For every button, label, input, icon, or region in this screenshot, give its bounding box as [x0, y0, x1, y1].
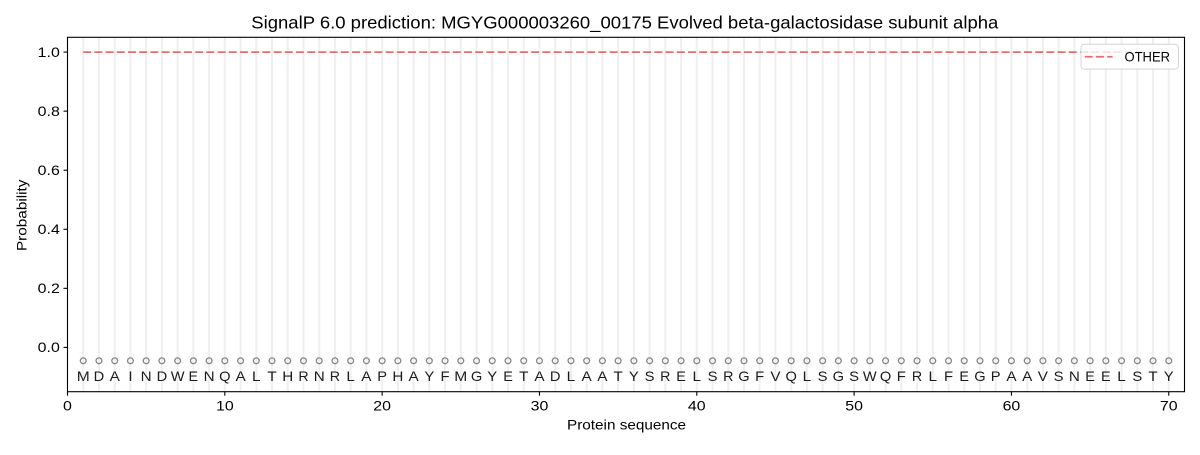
svg-text:A: A — [1006, 369, 1017, 384]
svg-text:F: F — [441, 369, 450, 384]
svg-text:T: T — [519, 369, 529, 384]
svg-text:Probability: Probability — [13, 180, 29, 252]
svg-text:R: R — [298, 369, 308, 384]
svg-text:T: T — [1148, 369, 1158, 384]
svg-text:T: T — [267, 369, 277, 384]
svg-text:D: D — [550, 369, 561, 384]
svg-text:0.6: 0.6 — [38, 162, 60, 178]
svg-text:S: S — [1132, 369, 1142, 384]
svg-text:A: A — [235, 369, 246, 384]
svg-text:Q: Q — [785, 369, 797, 384]
svg-text:10: 10 — [216, 398, 234, 414]
svg-text:L: L — [1117, 369, 1126, 384]
svg-text:1.0: 1.0 — [38, 44, 60, 60]
svg-text:D: D — [94, 369, 105, 384]
svg-text:L: L — [693, 369, 702, 384]
svg-text:R: R — [723, 369, 733, 384]
svg-text:OTHER: OTHER — [1125, 49, 1171, 65]
svg-text:V: V — [1038, 369, 1049, 384]
svg-text:A: A — [409, 369, 420, 384]
svg-text:I: I — [128, 369, 132, 384]
svg-text:Y: Y — [424, 369, 434, 384]
svg-text:L: L — [929, 369, 938, 384]
svg-text:A: A — [361, 369, 372, 384]
svg-text:P: P — [991, 369, 1001, 384]
svg-text:H: H — [392, 369, 403, 384]
svg-text:L: L — [252, 369, 261, 384]
svg-text:0: 0 — [63, 398, 72, 414]
svg-text:S: S — [645, 369, 655, 384]
svg-text:L: L — [346, 369, 355, 384]
svg-text:A: A — [597, 369, 608, 384]
svg-text:E: E — [1101, 369, 1111, 384]
svg-text:G: G — [738, 369, 749, 384]
svg-text:S: S — [818, 369, 828, 384]
svg-text:G: G — [833, 369, 844, 384]
svg-text:M: M — [454, 369, 467, 384]
svg-text:G: G — [471, 369, 482, 384]
svg-text:F: F — [755, 369, 764, 384]
svg-text:W: W — [863, 369, 877, 384]
svg-text:V: V — [770, 369, 781, 384]
svg-text:SignalP 6.0 prediction: MGYG00: SignalP 6.0 prediction: MGYG000003260_00… — [251, 13, 998, 34]
svg-text:50: 50 — [845, 398, 863, 414]
svg-text:A: A — [110, 369, 121, 384]
svg-text:0.8: 0.8 — [38, 103, 60, 119]
svg-text:D: D — [157, 369, 168, 384]
svg-text:M: M — [77, 369, 90, 384]
svg-text:30: 30 — [531, 398, 549, 414]
svg-text:R: R — [912, 369, 922, 384]
svg-text:0.0: 0.0 — [38, 339, 60, 355]
svg-text:E: E — [959, 369, 969, 384]
svg-text:N: N — [204, 369, 215, 384]
svg-text:T: T — [613, 369, 623, 384]
svg-text:60: 60 — [1003, 398, 1021, 414]
svg-text:A: A — [534, 369, 545, 384]
svg-text:E: E — [503, 369, 513, 384]
svg-text:R: R — [660, 369, 670, 384]
svg-text:Y: Y — [1164, 369, 1174, 384]
svg-text:40: 40 — [688, 398, 706, 414]
svg-text:G: G — [974, 369, 985, 384]
svg-text:S: S — [1054, 369, 1064, 384]
svg-text:Y: Y — [487, 369, 497, 384]
svg-text:20: 20 — [373, 398, 391, 414]
svg-text:E: E — [189, 369, 199, 384]
svg-text:0.2: 0.2 — [38, 280, 60, 296]
svg-text:R: R — [330, 369, 340, 384]
svg-text:70: 70 — [1160, 398, 1178, 414]
svg-text:N: N — [314, 369, 325, 384]
svg-text:A: A — [582, 369, 593, 384]
svg-text:Q: Q — [880, 369, 892, 384]
svg-text:N: N — [141, 369, 152, 384]
svg-text:H: H — [282, 369, 293, 384]
svg-text:Q: Q — [219, 369, 231, 384]
svg-text:E: E — [676, 369, 686, 384]
svg-text:F: F — [897, 369, 906, 384]
svg-text:W: W — [171, 369, 185, 384]
svg-text:P: P — [377, 369, 387, 384]
svg-text:0.4: 0.4 — [38, 221, 60, 237]
svg-text:N: N — [1069, 369, 1080, 384]
svg-text:L: L — [803, 369, 812, 384]
svg-text:F: F — [944, 369, 953, 384]
svg-text:L: L — [567, 369, 576, 384]
svg-text:A: A — [1022, 369, 1033, 384]
svg-text:S: S — [849, 369, 859, 384]
svg-text:S: S — [708, 369, 718, 384]
svg-text:Protein sequence: Protein sequence — [567, 417, 686, 433]
svg-text:Y: Y — [629, 369, 639, 384]
svg-text:E: E — [1085, 369, 1095, 384]
